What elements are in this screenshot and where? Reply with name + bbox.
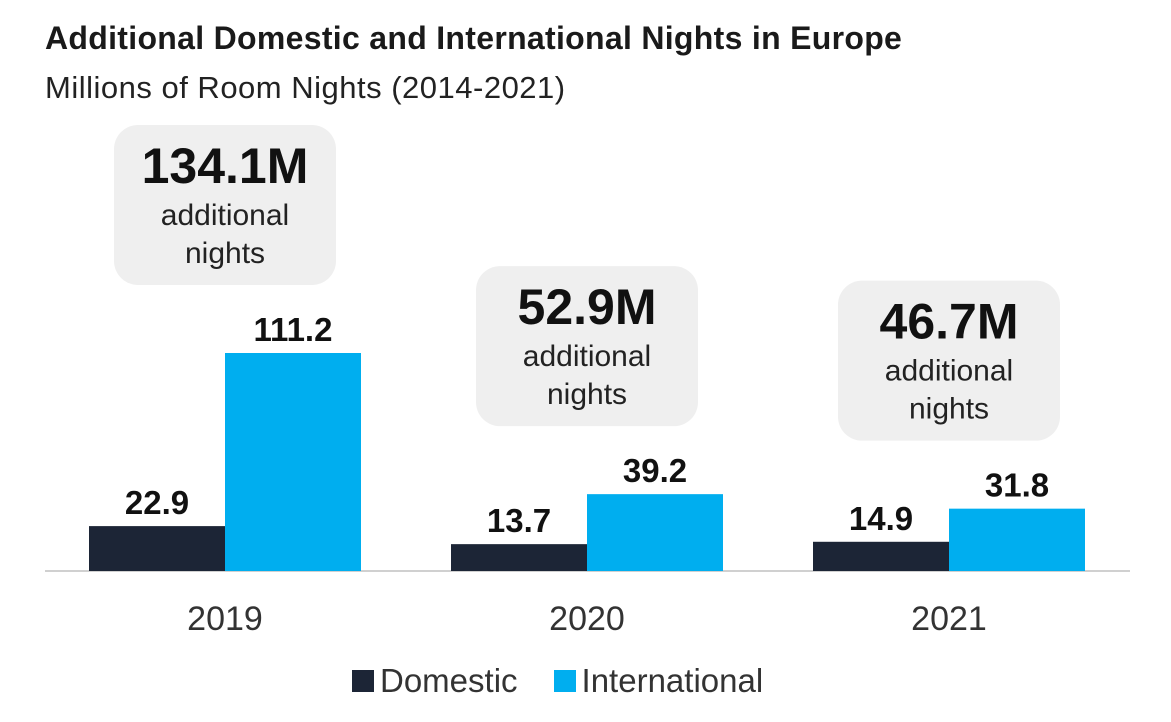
bar-domestic-2019 [89,526,225,571]
bar-international-2019 [225,353,361,571]
legend-label-international: International [581,662,764,699]
legend-swatch-international [553,670,576,692]
total-callout-box-2020 [476,266,698,427]
total-caption-2021: additional [885,355,1013,388]
x-tick-label-2020: 2020 [549,600,625,638]
total-caption-line2-2021: nights [909,393,989,426]
value-label-domestic-2020: 13.7 [487,502,551,539]
total-value-2020: 52.9M [518,279,657,335]
value-label-international-2019: 111.2 [254,311,333,348]
legend-label-domestic: Domestic [380,662,518,699]
value-label-international-2021: 31.8 [985,467,1049,504]
bar-domestic-2020 [451,544,587,571]
total-caption-2020: additional [523,340,651,373]
total-callout-box-2021 [838,280,1060,441]
total-callout-box-2019 [114,125,336,285]
chart-subtitle: Millions of Room Nights (2014-2021) [45,70,566,105]
bar-domestic-2021 [813,541,949,571]
bar-international-2020 [587,494,723,571]
bar-international-2021 [949,508,1085,571]
value-label-domestic-2021: 14.9 [849,500,913,537]
chart-title: Additional Domestic and International Ni… [45,20,903,56]
x-tick-label-2019: 2019 [187,600,263,638]
total-caption-line2-2019: nights [185,237,265,270]
total-value-2021: 46.7M [880,294,1019,350]
legend-item-domestic: Domestic [352,662,518,700]
x-tick-label-2021: 2021 [911,600,987,638]
legend: Domestic International [352,662,799,700]
total-caption-2019: additional [161,199,289,232]
value-label-international-2020: 39.2 [623,452,687,489]
total-caption-line2-2020: nights [547,378,627,411]
value-label-domestic-2019: 22.9 [125,484,189,521]
total-value-2019: 134.1M [142,138,309,194]
legend-item-international: International [553,662,764,700]
legend-swatch-domestic [352,670,374,692]
